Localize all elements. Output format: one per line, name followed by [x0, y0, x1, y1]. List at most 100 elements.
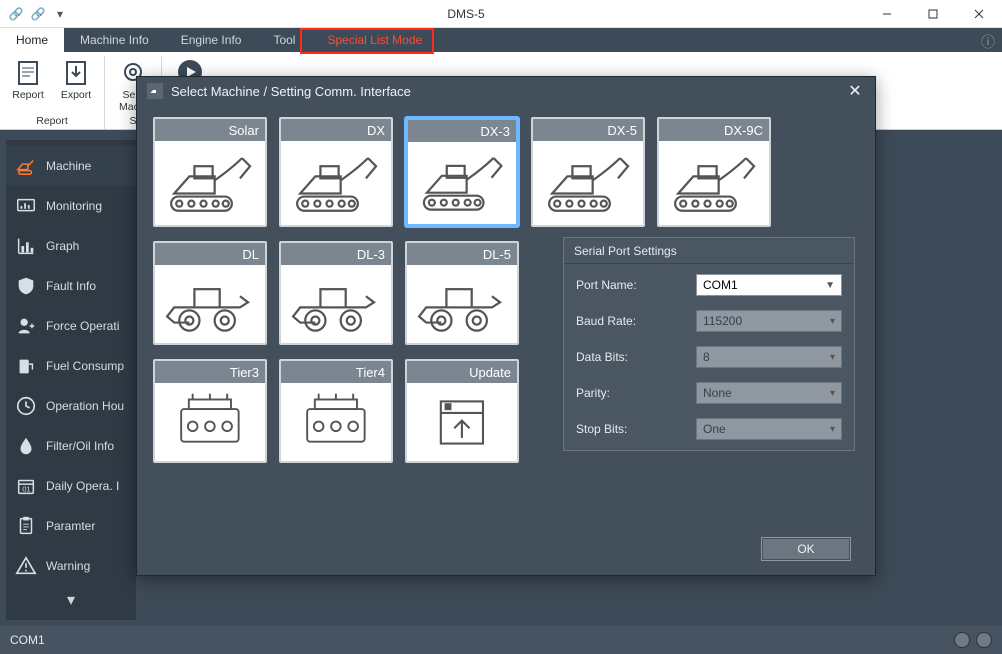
baud-rate-label: Baud Rate:	[576, 314, 696, 328]
export-label: Export	[61, 90, 91, 102]
report-label: Report	[12, 90, 44, 102]
tab-tool[interactable]: Tool	[257, 28, 311, 52]
sidebar-item-filter[interactable]: Filter/Oil Info	[6, 426, 136, 466]
port-name-value: COM1	[703, 278, 738, 292]
select-machine-dialog: Select Machine / Setting Comm. Interface…	[136, 76, 876, 576]
tile-illustration	[408, 142, 516, 224]
sidebar-item-label: Fault Info	[46, 279, 96, 293]
ribbon-group-report-label: Report	[36, 115, 68, 127]
dropdown-caret-icon: ▾	[830, 352, 835, 363]
machine-tile-dl-5[interactable]: DL-5	[405, 241, 519, 345]
link-icon[interactable]: 🔗	[8, 6, 24, 22]
status-port: COM1	[10, 633, 45, 647]
tile-title: Tier4	[281, 361, 391, 383]
help-icon[interactable]: ⓘ	[974, 28, 1002, 56]
tile-illustration	[155, 141, 265, 225]
ribbon-group-report: Report Export Report	[0, 56, 105, 129]
excavator-icon	[14, 154, 38, 178]
sidebar-item-label: Graph	[46, 239, 79, 253]
status-indicator-1	[954, 632, 970, 648]
tile-title: Update	[407, 361, 517, 383]
dialog-title: Select Machine / Setting Comm. Interface	[171, 84, 411, 99]
tab-home[interactable]: Home	[0, 28, 64, 52]
machine-tile-tier3[interactable]: Tier3	[153, 359, 267, 463]
dropdown-caret-icon: ▾	[830, 424, 835, 435]
tile-title: Tier3	[155, 361, 265, 383]
sidebar-item-machine[interactable]: Machine	[6, 146, 136, 186]
baud-rate-select[interactable]: 115200 ▾	[696, 310, 842, 332]
serial-panel-title: Serial Port Settings	[564, 238, 854, 264]
serial-port-settings-panel: Serial Port Settings Port Name: COM1 ▼ B…	[563, 237, 855, 451]
sidebar-item-warning[interactable]: Warning	[6, 546, 136, 586]
sidebar-item-graph[interactable]: Graph	[6, 226, 136, 266]
sidebar-item-fault[interactable]: Fault Info	[6, 266, 136, 306]
machine-tile-dl-3[interactable]: DL-3	[279, 241, 393, 345]
stop-bits-select[interactable]: One ▾	[696, 418, 842, 440]
parity-select[interactable]: None ▾	[696, 382, 842, 404]
export-button[interactable]: Export	[54, 56, 98, 102]
ribbon-tabs: Home Machine Info Engine Info Tool Speci…	[0, 28, 1002, 52]
sidebar: Machine Monitoring Graph Fault Info Forc…	[6, 140, 136, 620]
machine-tile-solar[interactable]: Solar	[153, 117, 267, 227]
maximize-button[interactable]	[910, 0, 956, 28]
machine-tile-update[interactable]: Update	[405, 359, 519, 463]
port-name-select[interactable]: COM1 ▼	[696, 274, 842, 296]
sidebar-item-label: Daily Opera. I	[46, 479, 119, 493]
export-icon	[60, 56, 92, 88]
tab-engine-info[interactable]: Engine Info	[165, 28, 258, 52]
sidebar-item-label: Monitoring	[46, 199, 102, 213]
clock-icon	[14, 394, 38, 418]
sidebar-item-label: Paramter	[46, 519, 95, 533]
qat-dropdown-icon[interactable]: ▾	[52, 6, 68, 22]
quick-access-toolbar: 🔗 🔗 ▾	[0, 6, 68, 22]
warning-icon	[14, 554, 38, 578]
tile-illustration	[659, 141, 769, 225]
drop-icon	[14, 434, 38, 458]
bar-chart-icon	[14, 234, 38, 258]
sidebar-item-monitoring[interactable]: Monitoring	[6, 186, 136, 226]
tab-special-list-mode[interactable]: Special List Mode	[311, 28, 438, 52]
link-icon-2[interactable]: 🔗	[30, 6, 46, 22]
fuel-icon	[14, 354, 38, 378]
machine-tile-row-1: Solar DX DX-3 DX-5 DX-9C	[153, 117, 859, 227]
minimize-button[interactable]	[864, 0, 910, 28]
tab-machine-info[interactable]: Machine Info	[64, 28, 165, 52]
sidebar-item-label: Operation Hou	[46, 399, 124, 413]
tile-illustration	[407, 383, 517, 461]
machine-tile-dx-5[interactable]: DX-5	[531, 117, 645, 227]
sidebar-item-parameter[interactable]: Paramter	[6, 506, 136, 546]
data-bits-value: 8	[703, 350, 710, 364]
tile-illustration	[155, 265, 265, 343]
tile-title: DX-5	[533, 119, 643, 141]
baud-rate-value: 115200	[703, 314, 742, 328]
tile-title: DL-3	[281, 243, 391, 265]
tile-illustration	[281, 141, 391, 225]
sidebar-item-operation[interactable]: Operation Hou	[6, 386, 136, 426]
sidebar-item-force[interactable]: Force Operati	[6, 306, 136, 346]
data-bits-select[interactable]: 8 ▾	[696, 346, 842, 368]
window-title: DMS-5	[68, 7, 864, 21]
sidebar-item-fuel[interactable]: Fuel Consump	[6, 346, 136, 386]
data-bits-label: Data Bits:	[576, 350, 696, 364]
sidebar-item-daily[interactable]: 01 Daily Opera. I	[6, 466, 136, 506]
titlebar: 🔗 🔗 ▾ DMS-5	[0, 0, 1002, 28]
ok-button[interactable]: OK	[761, 537, 851, 561]
machine-tile-dx-9c[interactable]: DX-9C	[657, 117, 771, 227]
report-button[interactable]: Report	[6, 56, 50, 102]
machine-tile-dx-3[interactable]: DX-3	[405, 117, 519, 227]
tile-illustration	[155, 383, 265, 461]
machine-tile-dx[interactable]: DX	[279, 117, 393, 227]
stop-bits-value: One	[703, 422, 726, 436]
sidebar-item-label: Warning	[46, 559, 90, 573]
tile-illustration	[281, 383, 391, 461]
dropdown-caret-icon: ▾	[830, 316, 835, 327]
dialog-close-button[interactable]: ✕	[845, 81, 865, 101]
sidebar-item-label: Force Operati	[46, 319, 119, 333]
port-name-label: Port Name:	[576, 278, 696, 292]
tile-illustration	[281, 265, 391, 343]
machine-tile-tier4[interactable]: Tier4	[279, 359, 393, 463]
sidebar-expand-chevron[interactable]: ▾	[6, 586, 136, 614]
close-button[interactable]	[956, 0, 1002, 28]
machine-tile-dl[interactable]: DL	[153, 241, 267, 345]
svg-text:01: 01	[22, 485, 30, 494]
